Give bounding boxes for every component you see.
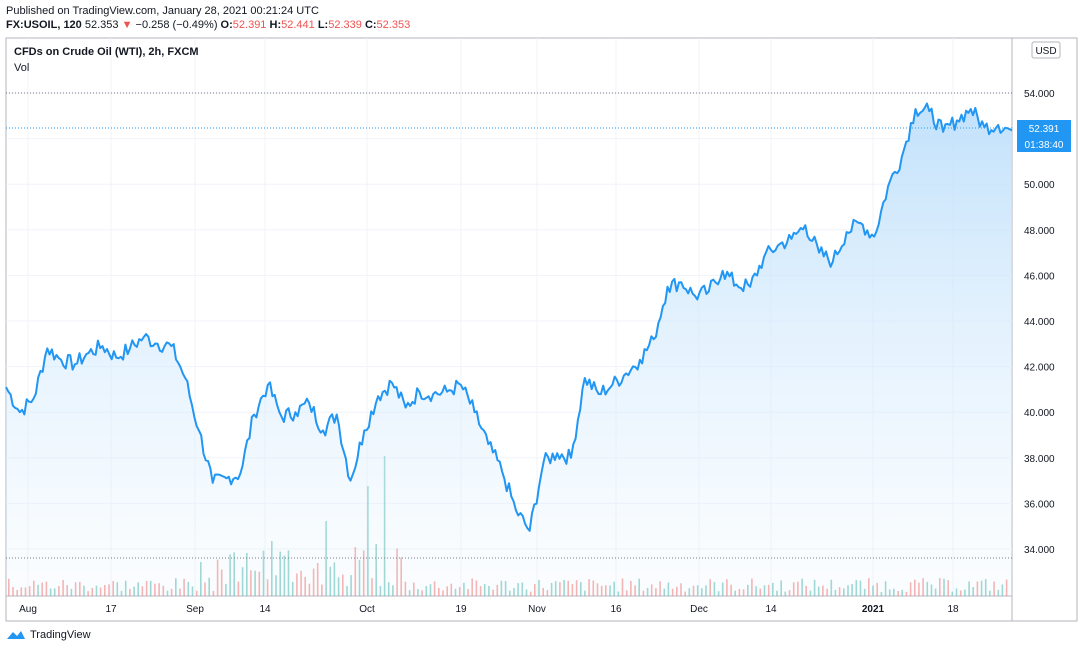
currency-badge-label: USD: [1035, 46, 1056, 57]
y-tick-label: 46.000: [1024, 271, 1055, 282]
y-tick-label: 36.000: [1024, 499, 1055, 510]
x-tick-label: Aug: [19, 604, 37, 615]
high-label: H:: [269, 19, 282, 31]
y-tick-label: 50.000: [1024, 180, 1055, 191]
chart-frame: [5, 37, 1078, 622]
chart-title: CFDs on Crude Oil (WTI), 2h, FXCM: [14, 46, 199, 58]
y-tick-label: 40.000: [1024, 408, 1055, 419]
high-value: 52.441: [281, 19, 315, 31]
x-tick-label: 14: [765, 604, 777, 615]
x-tick-label: 18: [947, 604, 959, 615]
tradingview-brand[interactable]: TradingView: [6, 629, 91, 641]
x-tick-label: Nov: [528, 604, 546, 615]
y-tick-label: 42.000: [1024, 363, 1055, 374]
change: −0.258 (−0.49%): [135, 19, 218, 31]
y-tick-label: 34.000: [1024, 545, 1055, 556]
change-down-icon: ▼: [121, 19, 133, 31]
brand-label: TradingView: [30, 629, 91, 641]
x-tick-label: 19: [455, 604, 467, 615]
open-label: O:: [220, 19, 233, 31]
price-line: [5, 102, 1013, 532]
price-badge-value: 52.391: [1029, 124, 1060, 135]
y-tick-label: 48.000: [1024, 226, 1055, 237]
y-tick-label: 54.000: [1024, 89, 1055, 100]
tradingview-logo-icon: [7, 631, 25, 639]
x-axis: Aug 17 Sep 14 Oct 19 Nov 16 Dec 14 2021 18: [19, 604, 959, 615]
x-tick-label: 17: [105, 604, 117, 615]
low-label: L:: [317, 19, 329, 31]
y-tick-label: 38.000: [1024, 454, 1055, 465]
price-badge: [1017, 120, 1071, 152]
published-line: Published on TradingView.com, January 28…: [6, 5, 319, 17]
vol-label: Vol: [14, 62, 29, 74]
y-axis: 34.000 36.000 38.000 40.000 42.000 44.000 46.0…: [1024, 89, 1055, 556]
price-area: [6, 103, 1012, 596]
currency-badge[interactable]: [1031, 41, 1061, 59]
open-value: 52.391: [232, 19, 267, 31]
y-tick-label: 44.000: [1024, 317, 1055, 328]
x-tick-label: 2021: [862, 604, 885, 615]
x-tick-label: Dec: [690, 604, 708, 615]
ohlc-line: FX:USOIL, 120 52.353 ▼ −0.258 (−0.49%) O…: [6, 19, 410, 31]
price-badge-countdown: 01:38:40: [1025, 140, 1064, 151]
low-value: 52.339: [328, 19, 362, 31]
x-tick-label: 16: [610, 604, 622, 615]
symbol: FX:USOIL, 120: [6, 19, 82, 31]
last-price: 52.353: [84, 19, 119, 31]
x-tick-label: Sep: [186, 604, 204, 615]
x-tick-label: Oct: [359, 604, 375, 615]
x-tick-label: 14: [259, 604, 271, 615]
close-label: C:: [364, 19, 377, 31]
close-value: 52.353: [376, 19, 411, 31]
